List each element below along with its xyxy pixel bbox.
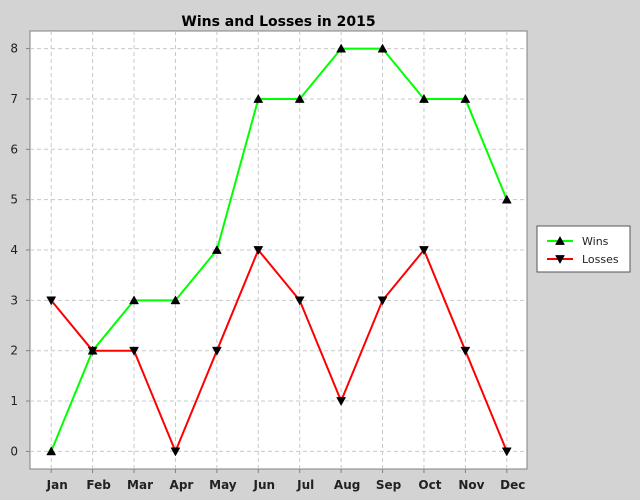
data-point-losses xyxy=(419,246,429,256)
x-tick-label: Oct xyxy=(418,478,441,492)
y-tick-label: 6 xyxy=(10,142,18,156)
data-point-losses xyxy=(501,447,512,457)
x-tick-label: Feb xyxy=(86,478,111,492)
x-tick-label: Jan xyxy=(46,478,68,492)
legend-box xyxy=(536,225,631,273)
y-tick-label: 7 xyxy=(10,92,18,106)
legend-marker-wins xyxy=(555,235,565,245)
data-point-losses xyxy=(46,296,57,306)
data-point-wins xyxy=(377,43,388,53)
y-tick-label: 8 xyxy=(10,42,18,56)
data-point-losses xyxy=(87,346,98,356)
data-point-losses xyxy=(170,447,181,457)
data-point-wins xyxy=(170,295,181,305)
data-point-wins xyxy=(294,93,305,103)
data-point-wins xyxy=(46,446,57,456)
data-point-wins xyxy=(501,194,512,204)
x-tick-label: Mar xyxy=(127,478,153,492)
data-point-losses xyxy=(460,346,471,356)
y-tick-label: 4 xyxy=(10,243,18,257)
x-tick-label: Sep xyxy=(376,478,402,492)
series-line-wins xyxy=(50,47,508,452)
data-point-wins xyxy=(336,43,347,53)
legend-label-losses: Losses xyxy=(582,253,619,266)
legend-marker-losses xyxy=(555,255,565,265)
x-tick-label: May xyxy=(209,478,237,492)
y-tick-label: 2 xyxy=(10,344,18,358)
chart-title: Wins and Losses in 2015 xyxy=(181,14,375,30)
data-point-losses xyxy=(211,346,222,356)
y-tick-label: 5 xyxy=(10,193,18,207)
data-point-losses xyxy=(377,296,388,306)
y-tick-label: 1 xyxy=(10,394,18,408)
data-point-wins xyxy=(460,93,471,103)
series-line-losses xyxy=(50,249,508,453)
x-tick-label: Aug xyxy=(334,478,360,492)
data-point-wins xyxy=(253,93,264,103)
data-point-wins xyxy=(419,93,429,103)
legend-label-wins: Wins xyxy=(582,235,609,248)
data-point-losses xyxy=(129,346,139,356)
data-point-losses xyxy=(253,246,264,256)
data-point-wins xyxy=(211,244,222,254)
y-tick-label: 0 xyxy=(10,444,18,458)
data-point-losses xyxy=(294,296,305,306)
y-tick-label: 3 xyxy=(10,293,18,307)
x-tick-label: Jun xyxy=(253,478,276,492)
x-tick-label: Jul xyxy=(296,478,314,492)
data-point-losses xyxy=(336,397,347,407)
x-tick-label: Nov xyxy=(458,478,484,492)
x-tick-label: Apr xyxy=(170,478,194,492)
data-point-wins xyxy=(129,295,139,305)
x-tick-label: Dec xyxy=(500,478,525,492)
